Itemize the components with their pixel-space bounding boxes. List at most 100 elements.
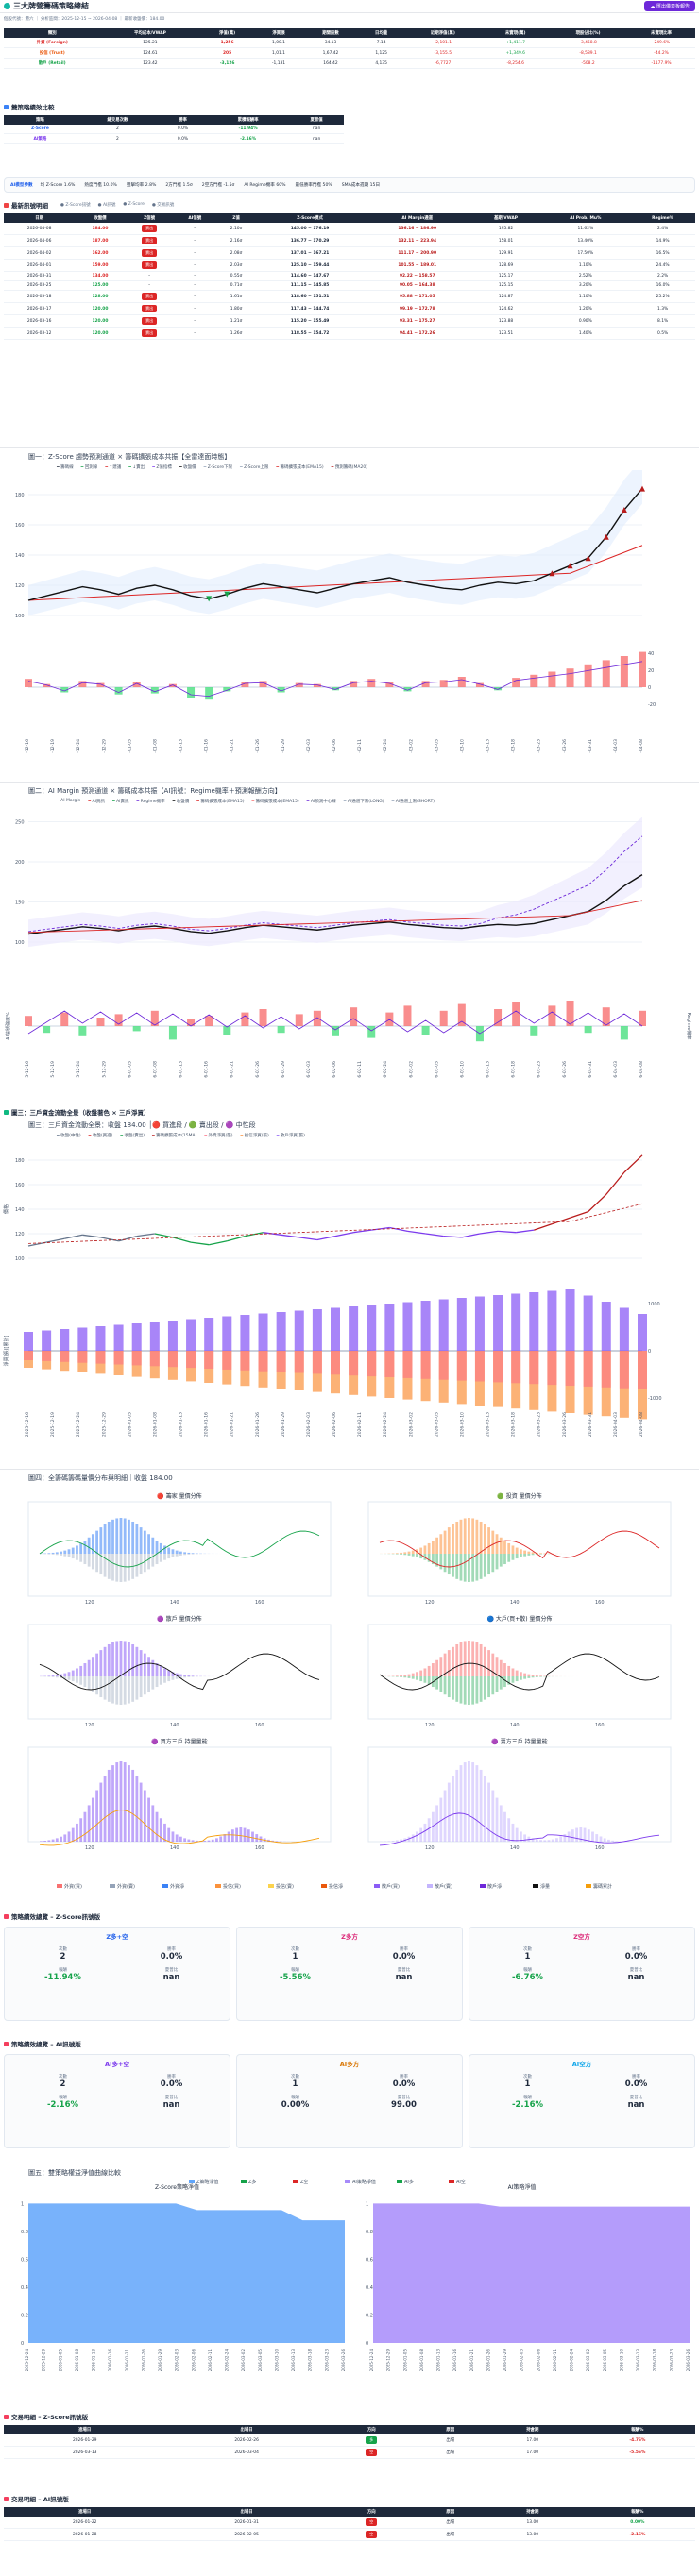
distribution-bar [487,1782,490,1842]
metric-label: 次數 [59,2075,67,2079]
legend-item: Z空 [300,2179,308,2185]
tick-label: 2026-04-03 [613,1412,619,1437]
table-cell: -3,126 [199,58,255,69]
distribution-bar [275,1841,279,1842]
distribution-bar-neg [115,1554,119,1582]
retail-bar [258,1313,268,1351]
distribution-bar [171,1549,175,1554]
distribution-bar-neg [427,1676,431,1685]
distribution-bar [83,1663,87,1676]
distribution-bar-neg [531,1676,535,1678]
tick-label: 2026-03-23 [537,1061,542,1078]
metric-value: 1 [524,1952,531,1961]
distribution-bar [55,1552,59,1554]
signal-col-header: Z-Score模式 [256,213,364,223]
close-segment [534,1222,553,1231]
zscore-bar [96,682,105,687]
tick-label: 140 [170,1723,179,1728]
distribution-bar [483,1646,486,1676]
zscore-bar [457,677,466,687]
distribution-bar-neg [167,1676,171,1682]
legend-swatch [427,1884,433,1888]
close-segment [389,1226,408,1233]
distribution-bar [447,1782,451,1842]
table-cell: -249.6% [627,38,695,48]
tick-label: 120 [425,1845,435,1851]
strategy-compare-title: 雙策略績效比較 [4,102,695,111]
tick-label: 250 [15,820,25,826]
distribution-bar-neg [452,1554,454,1577]
distribution-bar [247,1829,250,1842]
close-segment [479,1230,499,1235]
distribution-bar [427,1542,431,1554]
distribution-bar [187,1675,191,1676]
chart5-title: 圖五：雙策略權益淨值曲線比較 [28,2169,121,2177]
table-cell: 2.52% [540,271,631,281]
zscore-bar [25,679,32,687]
foreign-bar [565,1351,575,1386]
foreign-bar [312,1351,322,1374]
legend-item: ━ AI賣訊 [111,800,129,804]
table-cell: +1,349.6 [482,47,550,59]
legend-item: ━ 收盤價 [179,465,196,470]
tick-label: 2026-02-11 [357,1061,363,1078]
trade-col-header: 出場日 [165,2425,328,2434]
perf-card: AI多+空 次數 2 勝率 0.0% 報酬 -2.16% 夏普比 nan [4,2054,230,2148]
foreign-bar [240,1351,250,1371]
retail-bar [222,1316,232,1351]
distribution-bar [591,1831,594,1842]
legend-swatch [345,2180,350,2183]
table-cell: 125.17 [470,271,541,281]
ai-signal-bar [78,1026,87,1036]
distribution-bar [131,1769,135,1842]
table-cell: 124.61 [100,47,200,59]
legend-item: ━ Z-Score下限 [203,465,232,470]
distribution-bar-neg [131,1676,135,1702]
distribution-bar [523,1834,527,1842]
metric-value: nan [627,1973,645,1982]
table-cell: 128.69 [470,259,541,272]
distribution-bar [515,1827,519,1842]
tick-label: 2026-01-08 [152,1412,158,1437]
table-cell: 13.00 [485,2528,580,2541]
legend-item: 投信(買) [223,1883,241,1890]
tick-label: 180 [15,493,25,498]
table-cell: 賣出 [125,234,174,247]
close-segment [82,1234,101,1238]
tick-label: 2026-02-24 [383,1412,388,1437]
tick-label: 2026-01-05 [127,739,132,753]
distribution-bar-neg [187,1554,191,1555]
table-cell: 16.5% [630,246,695,260]
perf-metric: 夏普比 nan [350,1967,458,1982]
table-cell: 2026-02-05 [165,2528,328,2541]
tick-label: 2026-04-08 [639,739,644,753]
ai-signal-bar [512,1002,520,1026]
distribution-bar [163,1823,166,1842]
distribution-bar [151,1805,155,1842]
retail-bar [131,1323,142,1351]
close-segment [209,1240,228,1246]
distribution-bar [255,1834,259,1842]
table-cell: 2 [76,125,160,134]
distribution-bar [471,1518,475,1554]
distribution-bar [175,1834,179,1842]
zscore-bar [639,651,646,687]
legend-item: Z多 [248,2179,256,2185]
distribution-bar [179,1836,182,1842]
tick-label: 160 [595,1845,605,1851]
signal-col-header: 日期 [4,213,76,223]
distribution-bar-neg [523,1676,527,1679]
legend-item: ━ 籌碼擴張成本(EMA15) [251,800,299,804]
tick-label: 2026-03-26 [341,2349,346,2372]
distribution-bar [119,1761,123,1842]
distribution-bar-neg [163,1676,166,1683]
distribution-bar [491,1653,495,1676]
table-cell: 134.00 [75,271,126,281]
table-cell: -8,254.6 [482,58,550,69]
perf-card-title: Z空方 [573,1933,590,1941]
export-report-button[interactable]: ☁ 匯出儀表板報告 [644,1,695,11]
distribution-bar [151,1659,155,1676]
app-logo-icon [4,3,10,9]
distribution-bar [195,1840,198,1842]
tick-label: 0.2 [21,2313,28,2318]
